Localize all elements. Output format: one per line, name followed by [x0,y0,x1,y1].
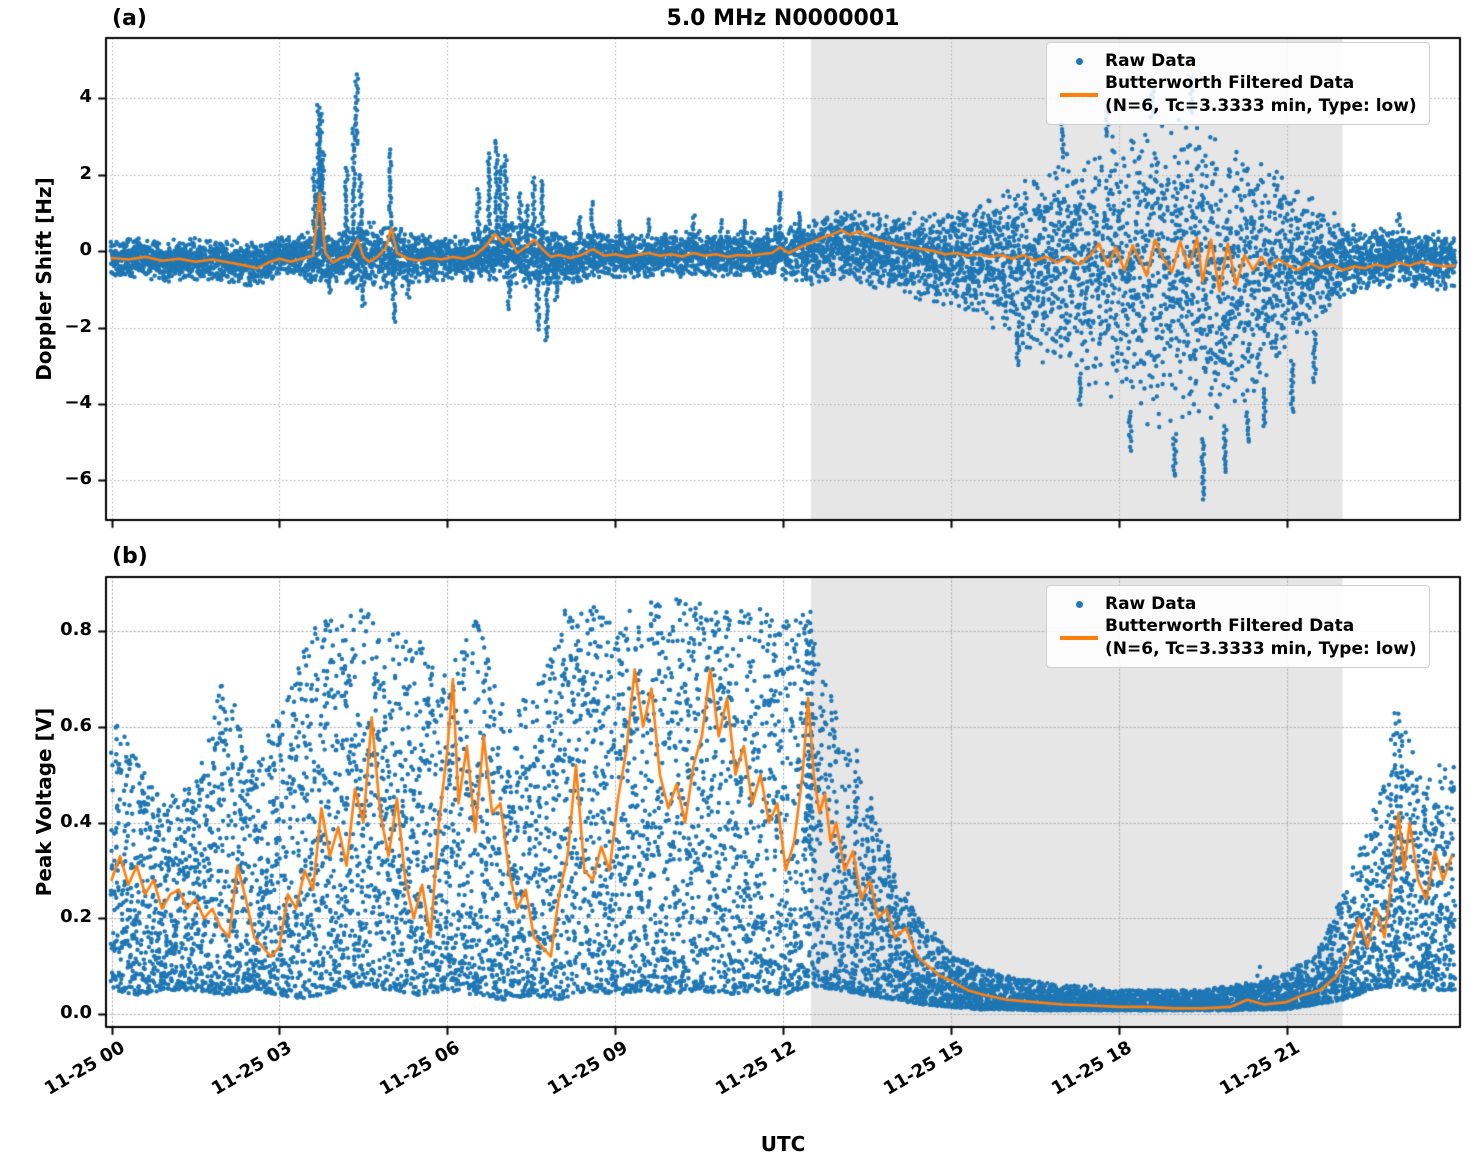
legend-filtered-row: Butterworth Filtered Data (N=6, Tc=3.333… [1053,72,1417,117]
raw-data-dot-icon [1053,57,1105,65]
legend-filtered-label: Butterworth Filtered Data (N=6, Tc=3.333… [1105,615,1417,660]
y-tick-label: −6 [64,468,92,490]
legend-filtered-params: (N=6, Tc=3.3333 min, Type: low) [1105,95,1417,116]
panel-a-label: (a) [112,6,147,31]
y-tick-label: 0.2 [60,906,92,928]
y-tick-label: 0.4 [60,810,92,832]
filtered-line-icon [1053,92,1105,97]
legend-panel-b: Raw Data Butterworth Filtered Data (N=6,… [1046,585,1430,669]
xlabel-utc: UTC [760,1132,806,1156]
y-tick-label: 0.6 [60,714,92,736]
legend-raw-row: Raw Data [1053,50,1417,72]
y-tick-label: 4 [79,86,92,108]
legend-filtered-title: Butterworth Filtered Data [1105,616,1355,637]
ylabel-voltage: Peak Voltage [V] [32,707,56,897]
chart-title: 5.0 MHz N0000001 [666,6,900,31]
y-tick-label: −4 [64,391,92,413]
y-tick-label: −2 [64,315,92,337]
legend-raw-label: Raw Data [1105,594,1197,614]
y-tick-label: 2 [79,162,92,184]
filtered-line-icon [1053,635,1105,640]
legend-raw-row: Raw Data [1053,593,1417,615]
legend-panel-a: Raw Data Butterworth Filtered Data (N=6,… [1046,42,1430,126]
legend-filtered-row: Butterworth Filtered Data (N=6, Tc=3.333… [1053,615,1417,660]
legend-raw-label: Raw Data [1105,51,1197,71]
y-tick-label: 0.8 [60,619,92,641]
legend-filtered-title: Butterworth Filtered Data [1105,73,1355,94]
y-tick-label: 0 [79,239,92,261]
panel-b-label: (b) [112,544,148,569]
y-tick-label: 0.0 [60,1002,92,1024]
raw-data-dot-icon [1053,600,1105,608]
ylabel-doppler: Doppler Shift [Hz] [32,177,56,381]
legend-filtered-label: Butterworth Filtered Data (N=6, Tc=3.333… [1105,72,1417,117]
legend-filtered-params: (N=6, Tc=3.3333 min, Type: low) [1105,638,1417,659]
